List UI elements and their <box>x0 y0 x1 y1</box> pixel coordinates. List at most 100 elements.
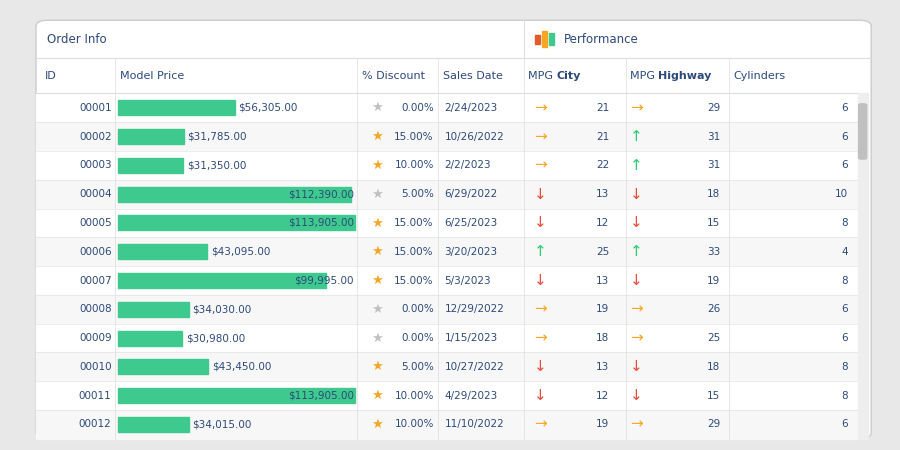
Text: →: → <box>534 331 546 346</box>
Text: 12: 12 <box>596 218 609 228</box>
Text: 10.00%: 10.00% <box>394 160 434 171</box>
Text: ↓: ↓ <box>534 187 546 202</box>
Bar <box>36 381 857 410</box>
Bar <box>542 32 547 47</box>
Text: $113,905.00: $113,905.00 <box>288 391 354 401</box>
Text: 00012: 00012 <box>79 419 112 429</box>
Bar <box>118 388 355 403</box>
Text: $30,980.00: $30,980.00 <box>186 333 245 343</box>
Text: Performance: Performance <box>563 32 638 45</box>
Text: 25: 25 <box>706 333 720 343</box>
Text: 2/2/2023: 2/2/2023 <box>445 160 491 171</box>
Text: ↓: ↓ <box>534 273 546 288</box>
FancyBboxPatch shape <box>36 20 871 439</box>
Bar <box>118 129 184 144</box>
Text: ↑: ↑ <box>630 158 643 173</box>
Text: Order Info: Order Info <box>47 32 106 45</box>
Bar <box>549 33 554 45</box>
Text: 19: 19 <box>706 275 720 285</box>
Text: 10/27/2022: 10/27/2022 <box>445 362 504 372</box>
Text: ★: ★ <box>371 216 383 230</box>
Text: →: → <box>630 331 643 346</box>
Text: 0.00%: 0.00% <box>401 333 434 343</box>
Text: 6: 6 <box>842 333 848 343</box>
Text: ↓: ↓ <box>534 359 546 374</box>
Text: ↑: ↑ <box>534 244 546 259</box>
Text: $31,350.00: $31,350.00 <box>186 160 246 171</box>
Text: 1/15/2023: 1/15/2023 <box>445 333 498 343</box>
Text: 15.00%: 15.00% <box>394 132 434 142</box>
Text: $43,095.00: $43,095.00 <box>212 247 270 257</box>
Text: ★: ★ <box>371 130 383 143</box>
Text: 26: 26 <box>706 304 720 314</box>
Text: 6: 6 <box>842 419 848 429</box>
Text: 15.00%: 15.00% <box>394 218 434 228</box>
Bar <box>118 273 326 288</box>
Text: →: → <box>630 100 643 115</box>
Text: Highway: Highway <box>658 71 711 81</box>
Text: 00005: 00005 <box>79 218 112 228</box>
Text: 8: 8 <box>842 362 848 372</box>
Text: ★: ★ <box>371 360 383 374</box>
Text: →: → <box>534 100 546 115</box>
Text: ★: ★ <box>371 418 383 431</box>
Text: ID: ID <box>45 71 57 81</box>
Text: 6: 6 <box>842 304 848 314</box>
Text: $31,785.00: $31,785.00 <box>187 132 248 142</box>
Text: 3/20/2023: 3/20/2023 <box>445 247 498 257</box>
Text: 00006: 00006 <box>79 247 112 257</box>
Text: ★: ★ <box>371 101 383 114</box>
Text: ★: ★ <box>371 303 383 316</box>
Text: 33: 33 <box>706 247 720 257</box>
Text: 21: 21 <box>596 103 609 113</box>
Text: ★: ★ <box>371 332 383 345</box>
Text: 12: 12 <box>596 391 609 401</box>
Text: 6/29/2022: 6/29/2022 <box>445 189 498 199</box>
Text: 19: 19 <box>596 419 609 429</box>
Text: 19: 19 <box>596 304 609 314</box>
Text: MPG: MPG <box>528 71 557 81</box>
Text: 22: 22 <box>596 160 609 171</box>
Text: 10: 10 <box>834 189 848 199</box>
Text: 15: 15 <box>706 391 720 401</box>
Text: 5.00%: 5.00% <box>400 189 434 199</box>
Text: 2/24/2023: 2/24/2023 <box>445 103 498 113</box>
Bar <box>118 244 208 259</box>
Text: MPG: MPG <box>630 71 659 81</box>
FancyBboxPatch shape <box>859 104 867 159</box>
Text: $112,390.00: $112,390.00 <box>288 189 354 199</box>
Text: 6: 6 <box>842 103 848 113</box>
Text: 10/26/2022: 10/26/2022 <box>445 132 504 142</box>
Text: ↑: ↑ <box>630 244 643 259</box>
Text: 31: 31 <box>706 132 720 142</box>
Text: 4: 4 <box>842 247 848 257</box>
Text: 00009: 00009 <box>79 333 112 343</box>
Text: →: → <box>534 417 546 432</box>
Bar <box>36 180 857 209</box>
Text: 21: 21 <box>596 132 609 142</box>
Text: 15.00%: 15.00% <box>394 247 434 257</box>
Text: →: → <box>534 302 546 317</box>
Text: $113,905.00: $113,905.00 <box>288 218 354 228</box>
Text: 0.00%: 0.00% <box>401 304 434 314</box>
Bar <box>36 324 857 352</box>
Text: 00010: 00010 <box>79 362 112 372</box>
Bar <box>36 94 857 122</box>
Bar <box>118 158 183 173</box>
Text: ↓: ↓ <box>630 359 643 374</box>
Bar <box>118 360 208 374</box>
Text: 0.00%: 0.00% <box>401 103 434 113</box>
Text: $99,995.00: $99,995.00 <box>294 275 354 285</box>
Text: % Discount: % Discount <box>362 71 425 81</box>
Text: 10.00%: 10.00% <box>394 391 434 401</box>
Text: →: → <box>534 158 546 173</box>
Text: City: City <box>556 71 581 81</box>
Text: ↓: ↓ <box>630 216 643 230</box>
Text: 18: 18 <box>706 189 720 199</box>
Text: 18: 18 <box>596 333 609 343</box>
Text: 12/29/2022: 12/29/2022 <box>445 304 505 314</box>
Bar <box>118 216 355 230</box>
Text: 29: 29 <box>706 103 720 113</box>
Text: 31: 31 <box>706 160 720 171</box>
Text: →: → <box>630 302 643 317</box>
